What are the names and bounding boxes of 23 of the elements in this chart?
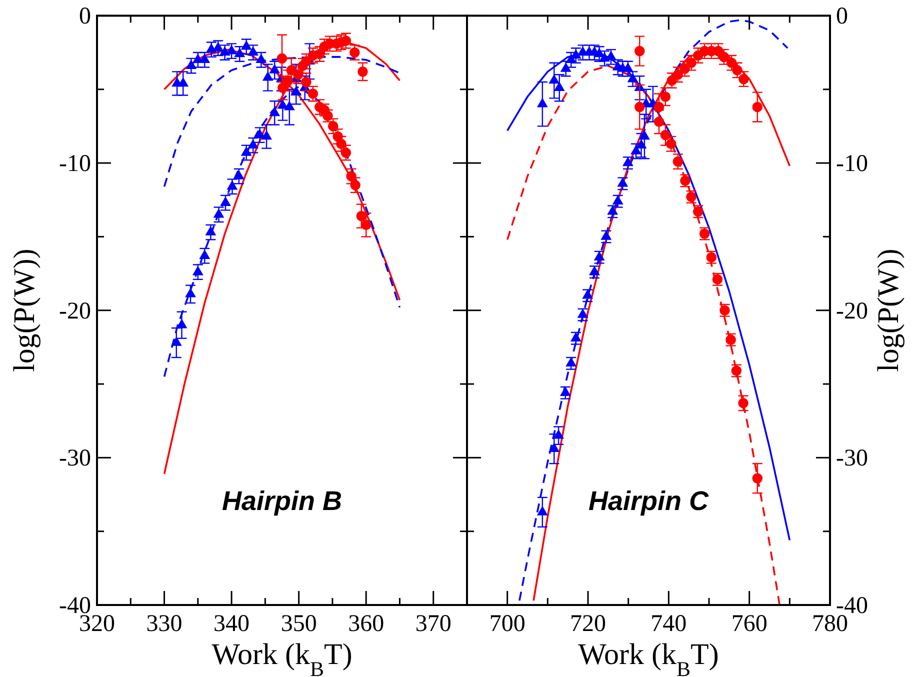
y2-tick-label: 0	[836, 4, 848, 30]
x-tick-label: 360	[348, 611, 384, 637]
y2-tick-label: -30	[836, 446, 868, 472]
x-tick-label: 330	[146, 611, 182, 637]
x-tick-label: 760	[731, 611, 768, 637]
y-tick-label: -30	[59, 446, 91, 472]
y2-axis-title: log(P(W))	[872, 248, 905, 372]
y-tick-label: -10	[59, 151, 91, 178]
y2-tick-label: -10	[836, 151, 868, 178]
x-tick-label: 350	[280, 611, 317, 637]
y2-tick-label: -20	[836, 298, 868, 324]
y-tick-label: 0	[79, 4, 91, 30]
x-tick-label: 370	[415, 611, 452, 637]
annotation: Hairpin B	[222, 486, 342, 516]
x-tick-label: 740	[650, 611, 687, 637]
x-tick-label: 700	[489, 611, 526, 637]
x-axis-title: Work (k$_{B}$T)	[578, 638, 719, 677]
x-tick-label: 720	[570, 611, 606, 637]
x-tick-label: 340	[214, 611, 250, 637]
annotation: Hairpin C	[588, 486, 710, 516]
y-axis-title: log(P(W))	[8, 248, 41, 372]
y-tick-label: -20	[59, 298, 91, 324]
x-axis-title: Work (k$_{B}$T)	[212, 638, 352, 677]
